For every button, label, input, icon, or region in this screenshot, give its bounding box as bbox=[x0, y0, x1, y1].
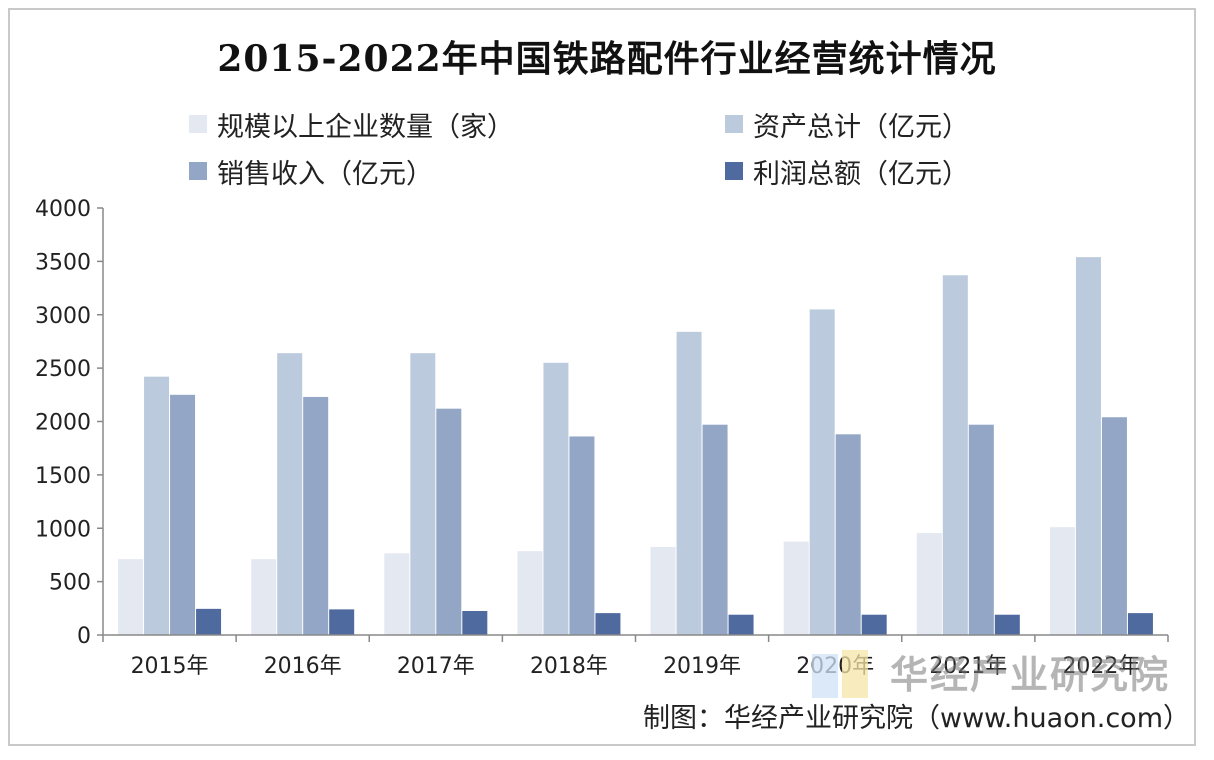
bar-series-0-4 bbox=[650, 546, 676, 635]
y-tick-label: 3500 bbox=[35, 250, 91, 275]
bar-series-0-6 bbox=[916, 533, 942, 635]
bar-series-3-4 bbox=[728, 614, 754, 635]
bar-series-3-0 bbox=[196, 608, 222, 635]
bar-series-3-5 bbox=[861, 614, 887, 635]
y-tick-label: 1500 bbox=[35, 464, 91, 489]
bar-series-3-2 bbox=[462, 610, 488, 635]
watermark-logo bbox=[812, 650, 868, 698]
bar-series-3-3 bbox=[595, 613, 621, 635]
bar-series-0-1 bbox=[251, 559, 277, 635]
legend-swatch-sales-revenue bbox=[189, 162, 207, 180]
x-category-label: 2019年 bbox=[663, 654, 741, 679]
bar-series-1-2 bbox=[410, 353, 436, 635]
bar-series-1-4 bbox=[676, 331, 702, 635]
legend-label-sales-revenue: 销售收入（亿元） bbox=[217, 158, 433, 190]
y-tick-label: 0 bbox=[77, 624, 91, 649]
y-tick-label: 4000 bbox=[35, 197, 91, 222]
bar-series-1-0 bbox=[144, 376, 170, 635]
y-axis: 0 500 1000 1500 2000 2500 3000 3500 4000 bbox=[35, 197, 104, 649]
legend-swatch-enterprise-count bbox=[189, 115, 207, 133]
bar-series-2-3 bbox=[569, 436, 595, 635]
y-tick-label: 500 bbox=[49, 571, 91, 596]
chart-title: 2015-2022年中国铁路配件行业经营统计情况 bbox=[217, 38, 997, 80]
bar-series-0-5 bbox=[783, 541, 809, 635]
bar-series-2-7 bbox=[1101, 417, 1127, 635]
x-category-label: 2016年 bbox=[264, 654, 342, 679]
bar-series-3-7 bbox=[1127, 613, 1153, 635]
bars bbox=[118, 257, 1153, 635]
x-category-label: 2022年 bbox=[1062, 654, 1140, 679]
bar-series-1-7 bbox=[1075, 257, 1101, 635]
bar-series-2-0 bbox=[170, 394, 196, 635]
bar-series-1-5 bbox=[809, 309, 835, 635]
watermark-text: 华经产业研究院 bbox=[890, 653, 1171, 697]
y-tick-label: 2000 bbox=[35, 411, 91, 436]
x-category-label: 2015年 bbox=[131, 654, 209, 679]
bar-series-2-1 bbox=[303, 396, 329, 635]
bar-series-1-1 bbox=[277, 353, 303, 635]
bar-series-1-3 bbox=[543, 362, 569, 635]
legend-swatch-total-assets bbox=[725, 115, 743, 133]
x-category-label: 2021年 bbox=[929, 654, 1007, 679]
bar-series-3-6 bbox=[994, 614, 1020, 635]
legend-item-total-assets: 资产总计（亿元） bbox=[725, 108, 969, 143]
x-category-label: 2018年 bbox=[530, 654, 608, 679]
x-category-label: 2017年 bbox=[397, 654, 475, 679]
bar-series-2-2 bbox=[436, 408, 462, 635]
bar-series-2-4 bbox=[702, 424, 728, 635]
bar-series-0-0 bbox=[118, 559, 144, 635]
legend-item-sales-revenue: 销售收入（亿元） bbox=[189, 155, 433, 190]
bar-series-2-6 bbox=[968, 424, 994, 635]
legend-item-enterprise-count: 规模以上企业数量（家） bbox=[189, 108, 514, 143]
y-tick-label: 3000 bbox=[35, 304, 91, 329]
bar-series-0-7 bbox=[1049, 527, 1075, 635]
bar-series-2-5 bbox=[835, 434, 861, 635]
y-tick-label: 1000 bbox=[35, 517, 91, 542]
bar-series-0-2 bbox=[384, 553, 410, 635]
legend-swatch-total-profit bbox=[725, 162, 743, 180]
bar-series-1-6 bbox=[942, 275, 968, 635]
legend-label-enterprise-count: 规模以上企业数量（家） bbox=[217, 111, 514, 143]
source-note: 制图：华经产业研究院（www.huaon.com） bbox=[643, 703, 1190, 734]
y-tick-label: 2500 bbox=[35, 357, 91, 382]
bar-series-0-3 bbox=[517, 551, 543, 635]
legend-label-total-profit: 利润总额（亿元） bbox=[753, 158, 969, 190]
bar-series-3-1 bbox=[329, 609, 355, 635]
legend-label-total-assets: 资产总计（亿元） bbox=[753, 111, 969, 143]
legend-item-total-profit: 利润总额（亿元） bbox=[725, 155, 969, 190]
